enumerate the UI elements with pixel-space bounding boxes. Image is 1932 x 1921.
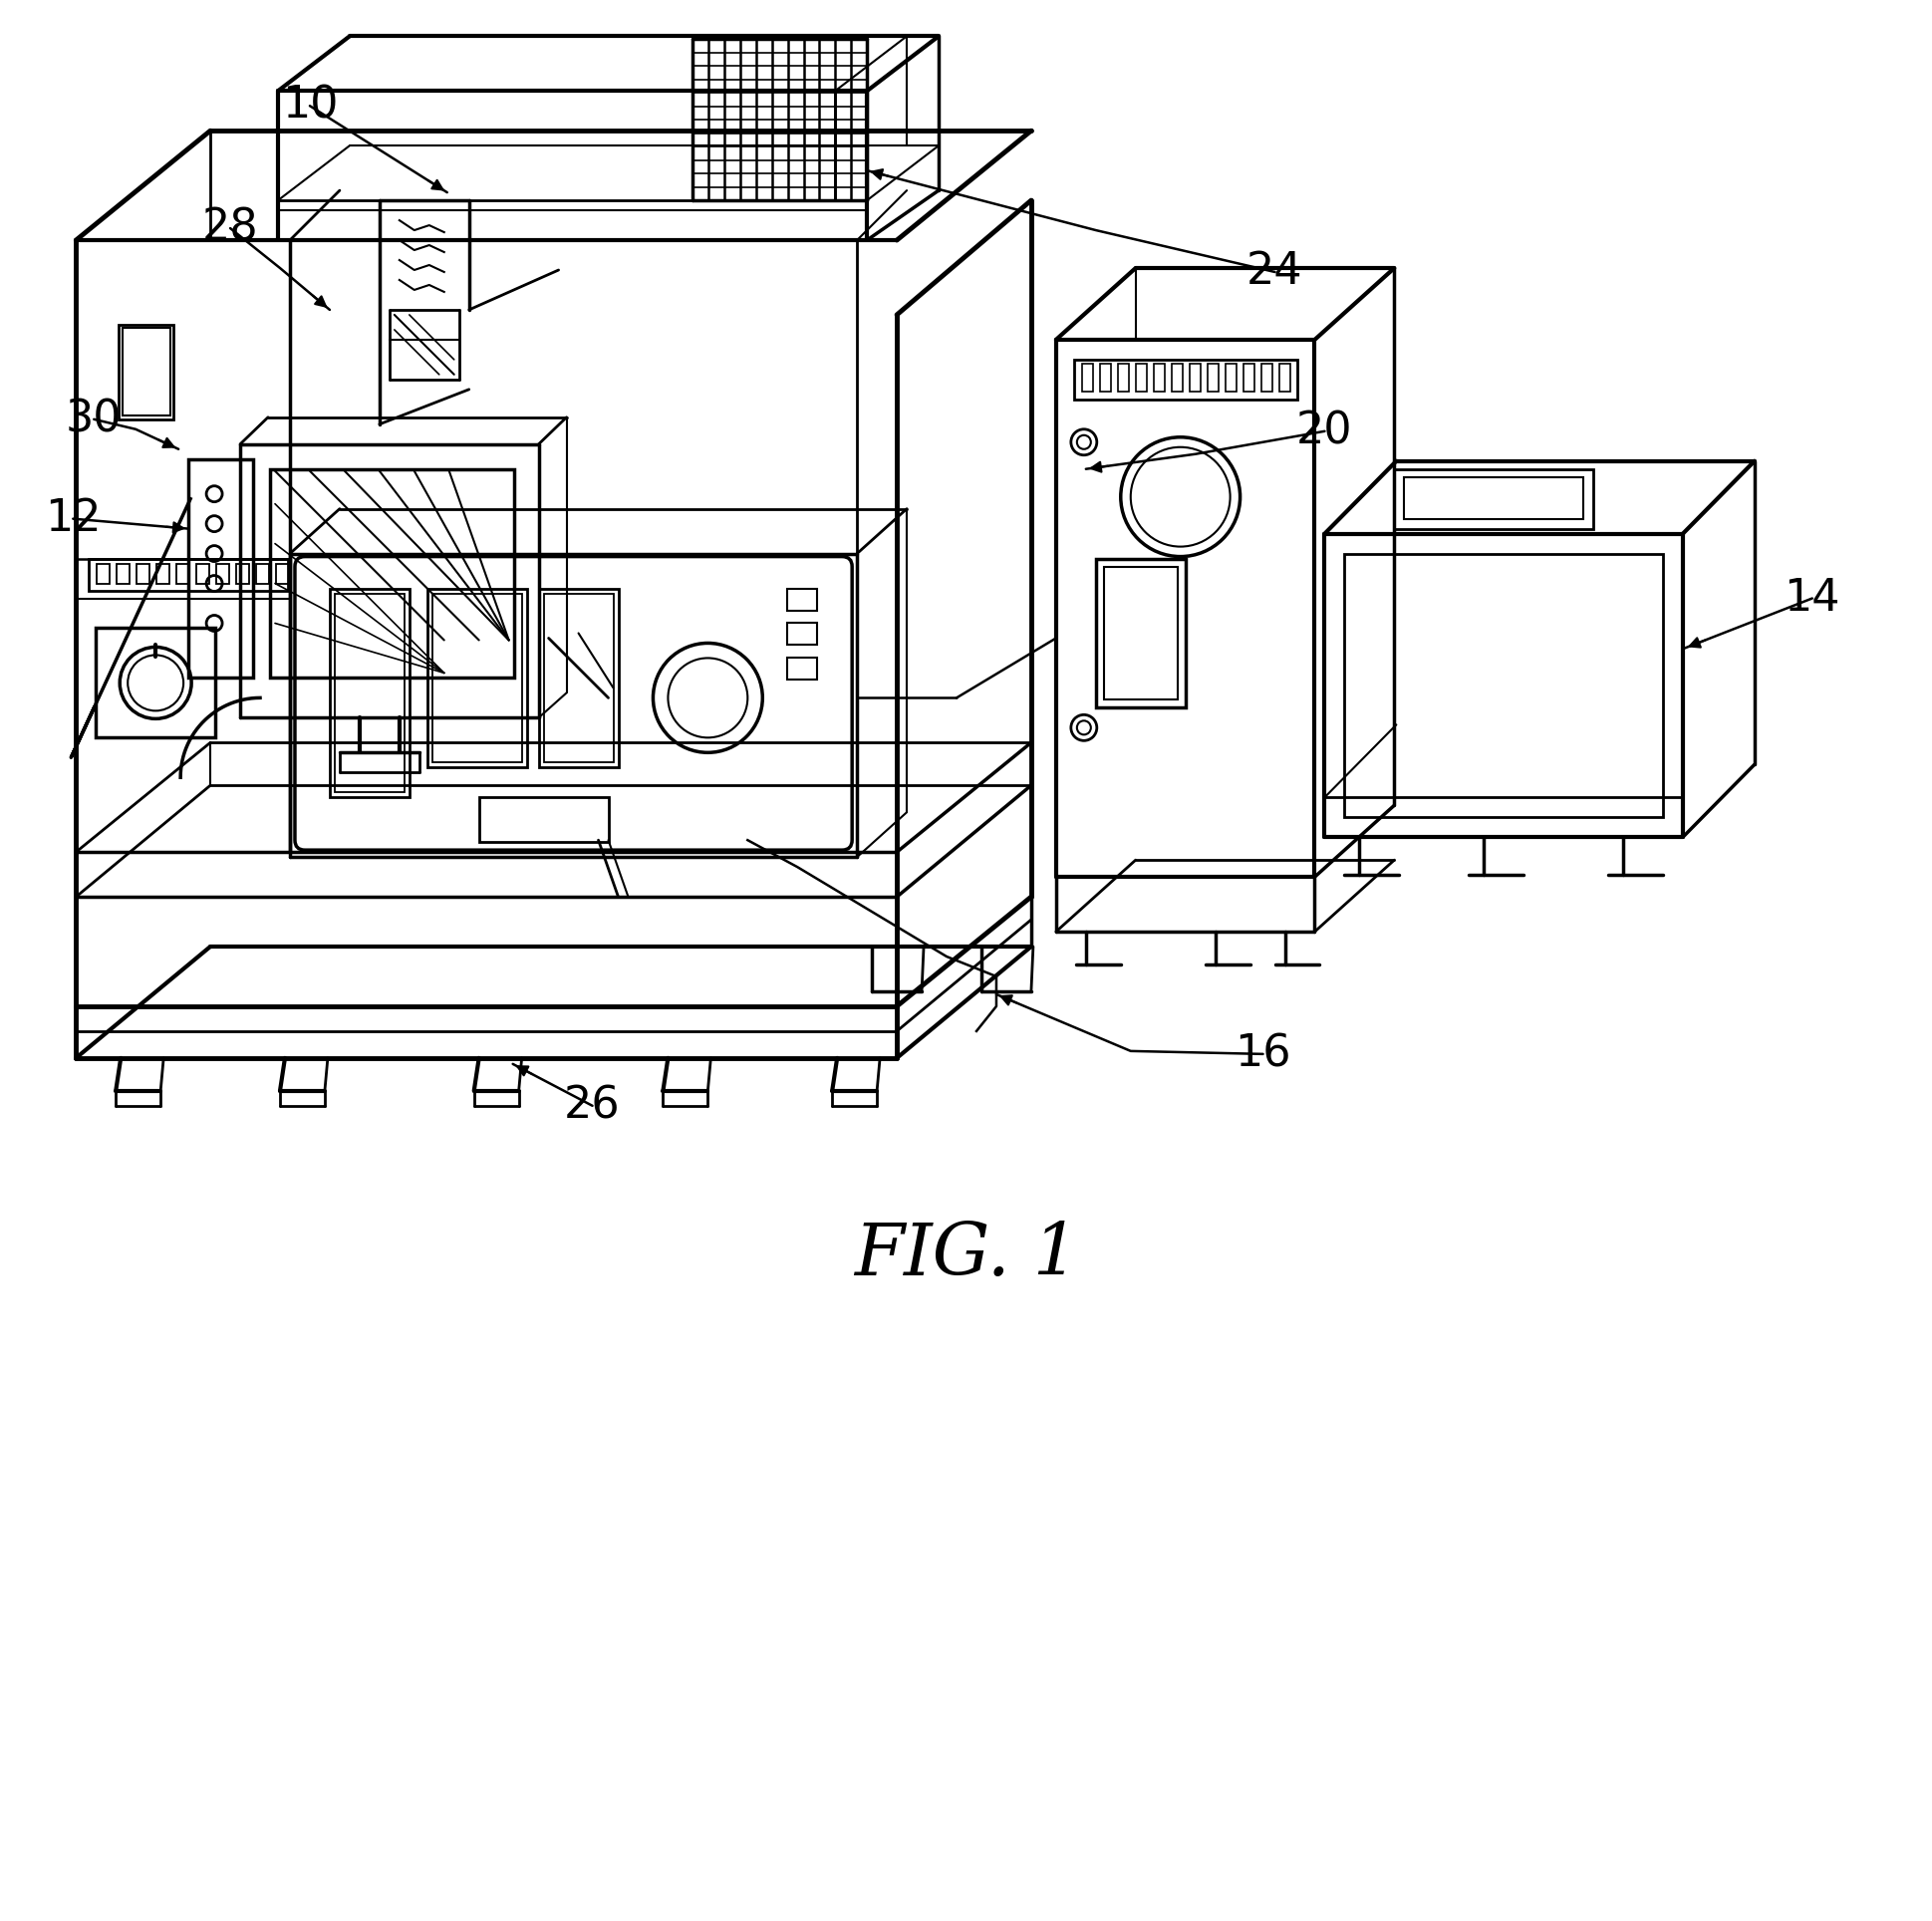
Bar [539, 588, 618, 768]
Bar [1074, 359, 1296, 400]
Bar [270, 469, 514, 678]
Bar [1345, 553, 1663, 816]
Bar [1242, 363, 1254, 392]
Bar [236, 563, 249, 584]
Bar [1190, 363, 1200, 392]
Text: 30: 30 [66, 398, 122, 440]
Bar [137, 563, 149, 584]
Text: FIG. 1: FIG. 1 [854, 1220, 1078, 1291]
Bar [1262, 363, 1271, 392]
Bar [118, 325, 174, 419]
Bar [216, 563, 230, 584]
Text: 14: 14 [1783, 576, 1841, 620]
Bar [276, 563, 290, 584]
Bar [124, 328, 170, 415]
Bar [427, 588, 527, 768]
Text: 16: 16 [1235, 1033, 1291, 1076]
Bar [1119, 363, 1128, 392]
Bar [1095, 559, 1186, 707]
Text: 20: 20 [1296, 409, 1352, 453]
Bar [1208, 363, 1219, 392]
Bar [788, 659, 817, 680]
Bar [788, 622, 817, 645]
Bar [257, 563, 269, 584]
Bar [543, 594, 612, 763]
Bar [1082, 363, 1094, 392]
Text: 10: 10 [282, 85, 338, 127]
Bar [1225, 363, 1236, 392]
Bar [189, 459, 253, 678]
Bar [330, 588, 410, 797]
Bar [1153, 363, 1165, 392]
Bar [176, 563, 189, 584]
Bar [97, 628, 214, 738]
Bar [156, 563, 170, 584]
Bar [197, 563, 209, 584]
Bar [1279, 363, 1291, 392]
Bar [334, 594, 404, 791]
Text: 12: 12 [44, 498, 100, 540]
Text: 28: 28 [203, 207, 259, 250]
Bar [1136, 363, 1146, 392]
Bar [788, 588, 817, 611]
Bar [1405, 476, 1584, 519]
Bar [1395, 469, 1594, 528]
Text: 26: 26 [564, 1083, 620, 1128]
Bar [1171, 363, 1182, 392]
Bar [116, 563, 129, 584]
Bar [97, 563, 110, 584]
Bar [433, 594, 522, 763]
Bar [89, 559, 288, 590]
Text: 24: 24 [1246, 250, 1304, 294]
Bar [479, 797, 609, 841]
Bar [1099, 363, 1111, 392]
Bar [1103, 567, 1177, 699]
